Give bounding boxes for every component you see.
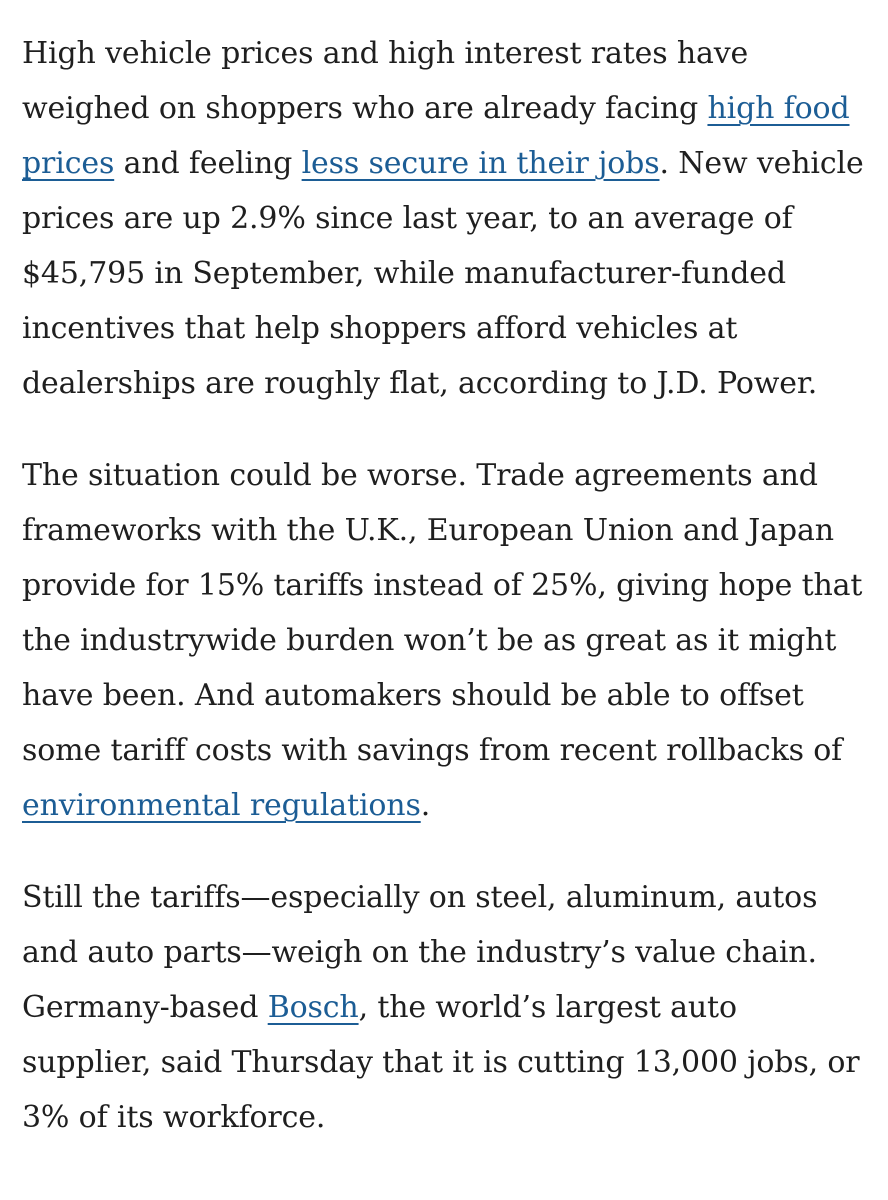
link-environmental-regulations[interactable]: environmental regulations	[22, 788, 421, 823]
paragraph-text: , the world’s largest auto supplier, sai…	[22, 990, 860, 1135]
paragraph-text: .	[420, 788, 431, 823]
paragraph-tariffs-bosch: Still the tariffs—especially on steel, a…	[22, 870, 872, 1145]
article-body: High vehicle prices and high interest ra…	[22, 26, 872, 1182]
paragraph-text: . New vehicle prices are up 2.9% since l…	[22, 146, 864, 401]
link-bosch[interactable]: Bosch	[267, 990, 359, 1025]
paragraph-text: The situation could be worse. Trade agre…	[22, 458, 863, 768]
link-less-secure-jobs[interactable]: less secure in their jobs	[301, 146, 660, 181]
paragraph-trade-agreements: The situation could be worse. Trade agre…	[22, 448, 872, 833]
paragraph-vehicle-prices: High vehicle prices and high interest ra…	[22, 26, 872, 411]
paragraph-text: High vehicle prices and high interest ra…	[22, 36, 749, 126]
paragraph-text: and feeling	[114, 146, 302, 181]
paragraph-text: Still the tariffs—especially on steel, a…	[22, 880, 818, 1025]
link-high-food-prices[interactable]: high food prices	[22, 91, 850, 181]
